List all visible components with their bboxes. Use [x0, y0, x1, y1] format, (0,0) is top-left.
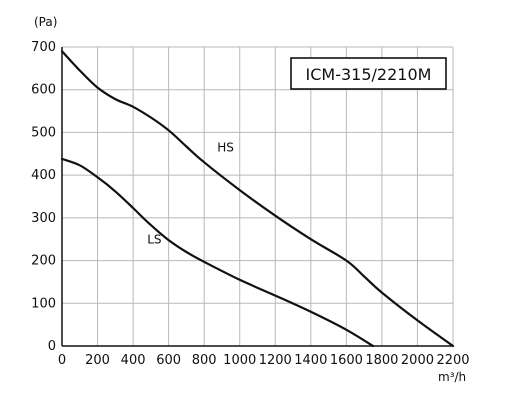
series-label-hs: HS [217, 141, 234, 155]
x-tick-labels: 0 200 400 600 800 1000 1200 1400 1600 1800 2000 220… [58, 353, 470, 368]
series-line-hs [60, 50, 455, 348]
axes [61, 47, 453, 347]
y-tick-label: 500 [31, 125, 56, 140]
x-tick-label: 1800 [365, 353, 398, 368]
y-tick-label: 300 [31, 211, 56, 226]
y-tick-label: 200 [31, 254, 56, 269]
x-axis-label: m³/h [438, 370, 466, 384]
x-tick-label: 1200 [259, 353, 292, 368]
x-tick-label: 1400 [294, 353, 327, 368]
y-axis-label: (Pa) [34, 15, 57, 29]
series-label-ls: LS [147, 232, 161, 246]
x-tick-label: 2000 [401, 353, 434, 368]
x-tick-label: 0 [58, 353, 66, 368]
x-tick-label: 1600 [330, 353, 363, 368]
x-tick-label: 200 [85, 353, 110, 368]
y-tick-labels: 0 100 200 300 400 500 600 700 [31, 40, 56, 354]
series [60, 50, 455, 348]
chart-title-box: ICM-315/2210M [290, 57, 447, 90]
y-tick-label: 400 [31, 168, 56, 183]
x-tick-label: 1000 [223, 353, 256, 368]
y-tick-label: 600 [31, 83, 56, 98]
x-tick-label: 400 [121, 353, 146, 368]
chart-title: ICM-315/2210M [306, 65, 432, 84]
y-tick-label: 100 [31, 296, 56, 311]
series-line-ls [60, 157, 375, 348]
x-tick-label: 2200 [436, 353, 469, 368]
x-tick-label: 600 [156, 353, 181, 368]
y-tick-label: 700 [31, 40, 56, 55]
y-tick-label: 0 [48, 339, 56, 354]
x-tick-label: 800 [192, 353, 217, 368]
grid [62, 46, 454, 346]
title-frame [290, 57, 447, 90]
series-labels: HS LS [147, 141, 234, 247]
